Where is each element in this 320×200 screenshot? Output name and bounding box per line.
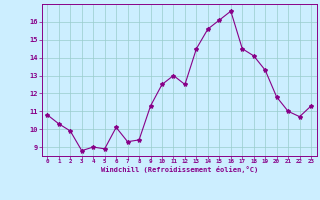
X-axis label: Windchill (Refroidissement éolien,°C): Windchill (Refroidissement éolien,°C) xyxy=(100,166,258,173)
